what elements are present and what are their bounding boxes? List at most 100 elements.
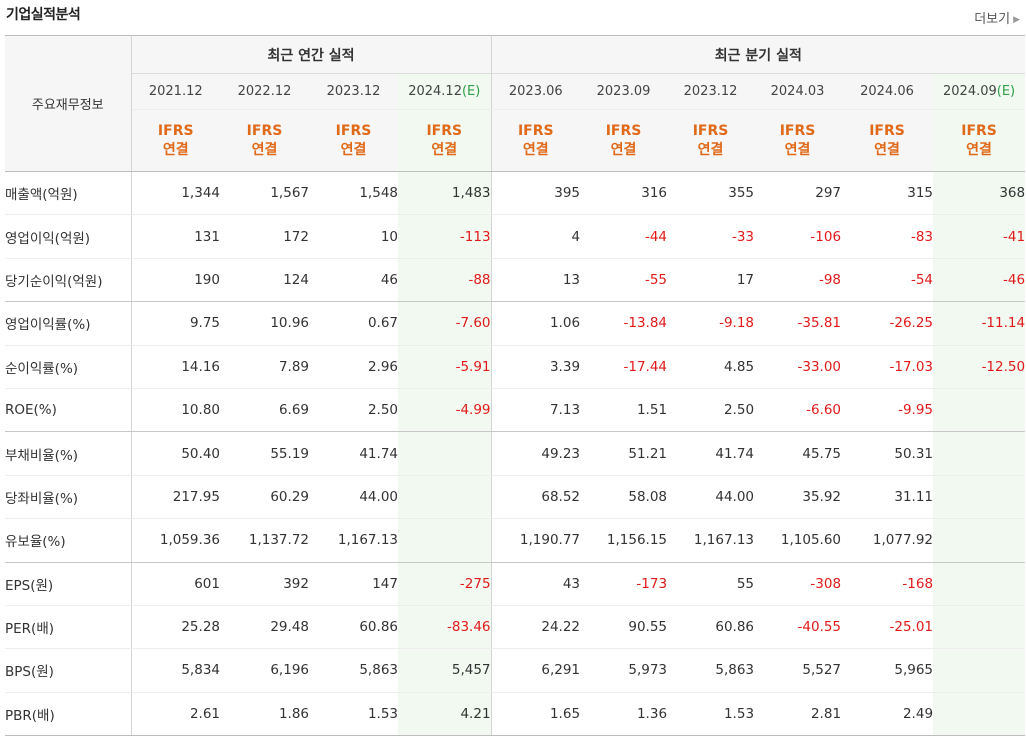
table-cell: 1.86 bbox=[220, 692, 309, 737]
ifrs-label: IFRS bbox=[517, 122, 554, 139]
ifrs-label: IFRS bbox=[426, 122, 463, 139]
table-cell: 2.49 bbox=[841, 692, 934, 737]
table-cell: 1,156.15 bbox=[580, 518, 668, 563]
table-cell: 5,527 bbox=[754, 648, 842, 693]
table-cell bbox=[933, 562, 1026, 606]
table-cell: 5,965 bbox=[841, 648, 934, 693]
table-cell: 395 bbox=[491, 171, 581, 216]
period-date-label: 2024.03 bbox=[770, 84, 825, 99]
table-cell: 147 bbox=[309, 562, 398, 606]
estimate-mark: (E) bbox=[996, 84, 1016, 99]
table-cell: 1,344 bbox=[131, 171, 220, 216]
table-cell: 1.36 bbox=[580, 692, 668, 737]
ifrs-label: IFRS bbox=[246, 122, 283, 139]
consolidated-label: 연결 bbox=[697, 141, 724, 158]
table-cell: 50.40 bbox=[131, 431, 220, 476]
table-cell: -41 bbox=[933, 214, 1026, 259]
table-cell: 4.85 bbox=[667, 345, 755, 389]
section-header: 기업실적분석 더보기 ▶ bbox=[0, 0, 1026, 34]
ifrs-basis: IFRS 연결 bbox=[841, 109, 934, 172]
table-cell: -54 bbox=[841, 258, 934, 303]
table-cell: 90.55 bbox=[580, 605, 668, 650]
row-label: 유보율(%) bbox=[5, 518, 132, 563]
row-label: 당기순이익(억원) bbox=[5, 258, 132, 303]
consolidated-label: 연결 bbox=[162, 141, 189, 158]
ifrs-basis: IFRS 연결 bbox=[933, 109, 1026, 172]
table-cell: 51.21 bbox=[580, 431, 668, 476]
period-date: 2023.09 bbox=[580, 73, 668, 110]
table-cell: 1,190.77 bbox=[491, 518, 581, 563]
annual-group-header: 최근 연간 실적 bbox=[131, 35, 492, 74]
table-cell: 6,291 bbox=[491, 648, 581, 693]
table-cell: -4.99 bbox=[398, 388, 492, 433]
ifrs-basis: IFRS 연결 bbox=[131, 109, 220, 172]
table-cell: 5,973 bbox=[580, 648, 668, 693]
table-cell: 1,137.72 bbox=[220, 518, 309, 563]
row-label: 영업이익률(%) bbox=[5, 301, 132, 346]
table-cell: 24.22 bbox=[491, 605, 581, 650]
table-row: 부채비율(%) 50.40 55.19 41.74 49.23 51.21 41.74 45.… bbox=[5, 431, 1026, 476]
table-row: 매출액(억원) 1,344 1,567 1,548 1,483 395 316 355 297 3… bbox=[5, 171, 1026, 216]
ifrs-basis: IFRS 연결 bbox=[754, 109, 842, 172]
period-date-label: 2024.06 bbox=[860, 84, 914, 99]
ifrs-basis: IFRS 연결 bbox=[667, 109, 755, 172]
period-date: 2023.06 bbox=[491, 73, 581, 110]
table-row: BPS(원) 5,834 6,196 5,863 5,457 6,291 5,973 5,86… bbox=[5, 648, 1026, 693]
consolidated-label: 연결 bbox=[610, 141, 637, 158]
period-date: 2024.03 bbox=[754, 73, 842, 110]
table-cell: -33.00 bbox=[754, 345, 842, 389]
table-cell: 55 bbox=[667, 562, 755, 606]
row-label: 영업이익(억원) bbox=[5, 214, 132, 259]
table-cell: 9.75 bbox=[131, 301, 220, 346]
ifrs-label: IFRS bbox=[869, 122, 905, 139]
period-date: 2022.12 bbox=[220, 73, 309, 110]
table-cell: -83 bbox=[841, 214, 934, 259]
table-cell: -98 bbox=[754, 258, 842, 303]
table-cell: 5,834 bbox=[131, 648, 220, 693]
table-cell: 41.74 bbox=[309, 431, 398, 476]
ifrs-basis: IFRS 연결 bbox=[309, 109, 398, 172]
table-cell: 10 bbox=[309, 214, 398, 259]
period-date-label: 2024.09 bbox=[943, 84, 997, 99]
table-cell: 35.92 bbox=[754, 475, 842, 520]
table-row: PER(배) 25.28 29.48 60.86 -83.46 24.22 90.55 60.… bbox=[5, 605, 1026, 650]
period-date-label: 2023.06 bbox=[508, 84, 563, 99]
ifrs-label: IFRS bbox=[157, 122, 194, 139]
table-cell: -275 bbox=[398, 562, 492, 606]
table-cell: 55.19 bbox=[220, 431, 309, 476]
table-cell bbox=[933, 692, 1026, 737]
ifrs-label: IFRS bbox=[961, 122, 997, 139]
chevron-right-icon: ▶ bbox=[1013, 15, 1020, 25]
table-cell: 43 bbox=[491, 562, 581, 606]
table-cell: 14.16 bbox=[131, 345, 220, 389]
consolidated-label: 연결 bbox=[966, 141, 992, 158]
table-cell: 31.11 bbox=[841, 475, 934, 520]
table-cell bbox=[933, 518, 1026, 563]
ifrs-label: IFRS bbox=[605, 122, 642, 139]
table-cell: -308 bbox=[754, 562, 842, 606]
table-cell: 5,457 bbox=[398, 648, 492, 693]
table-cell: 3.39 bbox=[491, 345, 581, 389]
table-cell: 60.86 bbox=[309, 605, 398, 650]
consolidated-label: 연결 bbox=[251, 141, 278, 158]
period-date: 2023.12 bbox=[309, 73, 398, 110]
ifrs-label: IFRS bbox=[779, 122, 816, 139]
table-cell: 60.86 bbox=[667, 605, 755, 650]
table-cell: -113 bbox=[398, 214, 492, 259]
table-cell: 392 bbox=[220, 562, 309, 606]
table-cell: 131 bbox=[131, 214, 220, 259]
table-cell: 2.50 bbox=[309, 388, 398, 433]
more-link[interactable]: 더보기 ▶ bbox=[974, 8, 1020, 27]
period-date: 2024.12(E) bbox=[398, 73, 492, 110]
table-cell bbox=[398, 431, 492, 476]
table-cell bbox=[933, 431, 1026, 476]
table-cell: 6.69 bbox=[220, 388, 309, 433]
table-cell: 1.51 bbox=[580, 388, 668, 433]
section-title: 기업실적분석 bbox=[6, 7, 81, 23]
table-cell: 355 bbox=[667, 171, 755, 216]
table-cell: 4.21 bbox=[398, 692, 492, 737]
period-date-label: 2023.12 bbox=[326, 84, 381, 99]
more-label[interactable]: 더보기 bbox=[974, 12, 1011, 27]
table-row: 유보율(%) 1,059.36 1,137.72 1,167.13 1,190.77 1,… bbox=[5, 518, 1026, 563]
table-cell: 60.29 bbox=[220, 475, 309, 520]
